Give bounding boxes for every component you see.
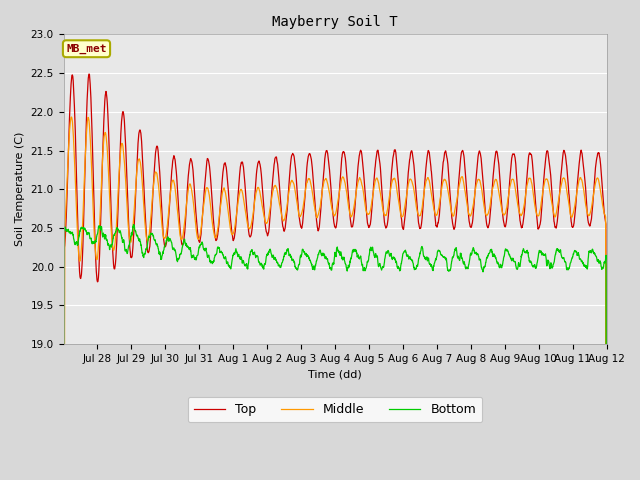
Middle <box>595 180 603 185</box>
Line: Top: Top <box>63 74 607 480</box>
Middle <box>231 221 239 227</box>
Bottom <box>368 247 376 252</box>
Bottom <box>529 264 537 269</box>
Line: Bottom: Bottom <box>63 225 607 480</box>
Title: Mayberry Soil T: Mayberry Soil T <box>272 15 398 29</box>
Middle <box>368 200 376 206</box>
Bottom <box>130 222 138 228</box>
Bottom <box>114 227 122 232</box>
Middle <box>68 114 76 120</box>
Bottom <box>231 250 239 255</box>
Text: MB_met: MB_met <box>67 44 107 54</box>
Middle <box>499 210 506 216</box>
Legend: Top, Middle, Bottom: Top, Middle, Bottom <box>188 397 483 422</box>
Bottom <box>499 262 506 267</box>
Middle <box>114 192 122 197</box>
Top <box>85 71 93 77</box>
Top <box>114 206 122 212</box>
Top <box>231 229 239 235</box>
Top <box>595 150 603 156</box>
X-axis label: Time (dd): Time (dd) <box>308 370 362 380</box>
Line: Middle: Middle <box>63 117 607 480</box>
Top <box>368 208 376 214</box>
Top <box>499 210 506 216</box>
Bottom <box>595 260 603 266</box>
Top <box>529 169 537 175</box>
Middle <box>529 191 537 196</box>
Y-axis label: Soil Temperature (C): Soil Temperature (C) <box>15 132 25 246</box>
